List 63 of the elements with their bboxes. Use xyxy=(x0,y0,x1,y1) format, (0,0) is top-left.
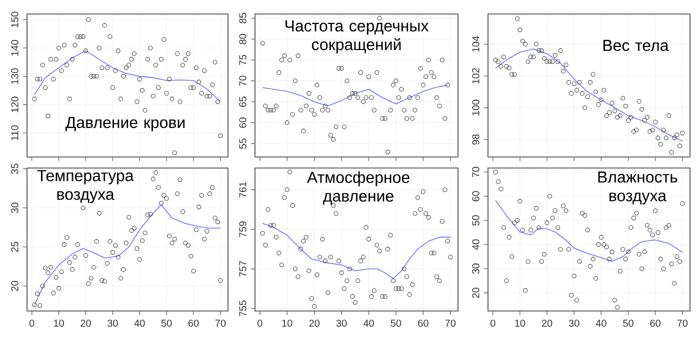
y-tick-label: 75 xyxy=(239,54,246,66)
text: Влажность воздуха xyxy=(598,172,678,205)
y-tick-label: 140 xyxy=(11,40,18,56)
line-series xyxy=(262,84,448,106)
y-tick-label: 98 xyxy=(472,134,480,145)
y-tick-label: 25 xyxy=(11,242,18,252)
x-tick-label: 0 xyxy=(258,320,262,327)
x-tick-label: 10 xyxy=(515,320,526,327)
y-tick-label: 150 xyxy=(11,12,18,28)
line-series xyxy=(34,204,221,306)
x-tick-label: 60 xyxy=(650,320,660,327)
x-tick-label: 40 xyxy=(134,320,145,327)
x-tick-label: 30 xyxy=(108,320,118,327)
y-tick-label: 85 xyxy=(239,13,246,24)
x-tick-label: 50 xyxy=(623,320,634,327)
text: Частота сердечных сокращений xyxy=(286,20,429,54)
x-tick-label: 30 xyxy=(568,320,580,327)
x-tick-label: 0 xyxy=(29,320,34,327)
y-tick-label: 102 xyxy=(472,68,480,84)
text: Температура воздуха xyxy=(37,170,134,204)
y-tick-label: 70 xyxy=(472,166,480,178)
x-tick-label: 30 xyxy=(336,320,347,327)
y-tick-label: 757 xyxy=(239,261,246,277)
text: Давление крови xyxy=(65,116,185,132)
y-tick-label: 80 xyxy=(239,34,246,44)
text: Атмосферное давление xyxy=(306,171,410,205)
x-tick-label: 40 xyxy=(596,320,606,327)
y-tick-label: 65 xyxy=(239,96,246,107)
y-tick-label: 60 xyxy=(472,191,480,202)
y-tick-label: 110 xyxy=(11,125,18,140)
y-tick-label: 100 xyxy=(472,100,480,116)
x-tick-label: 60 xyxy=(188,320,199,327)
y-tick-label: 30 xyxy=(11,202,18,214)
y-tick-label: 55 xyxy=(239,138,246,149)
x-tick-label: 70 xyxy=(215,320,226,327)
y-tick-label: 20 xyxy=(472,288,480,298)
line-series xyxy=(262,222,451,280)
y-tick-label: 120 xyxy=(11,96,18,112)
y-tick-label: 40 xyxy=(472,239,480,250)
x-tick-label: 50 xyxy=(390,320,402,327)
x-tick-label: 70 xyxy=(445,320,456,327)
x-tick-label: 40 xyxy=(363,320,374,327)
x-tick-label: 10 xyxy=(282,320,292,327)
y-tick-label: 104 xyxy=(472,36,480,52)
y-tick-label: 755 xyxy=(239,300,246,316)
y-tick-label: 50 xyxy=(472,215,480,226)
x-tick-label: 20 xyxy=(80,320,91,327)
y-tick-label: 761 xyxy=(239,182,246,198)
y-tick-label: 30 xyxy=(472,264,480,274)
y-tick-label: 759 xyxy=(239,221,246,238)
y-tick-label: 20 xyxy=(11,280,18,292)
y-tick-label: 35 xyxy=(11,164,18,174)
x-tick-label: 60 xyxy=(418,320,428,327)
x-tick-label: 20 xyxy=(309,320,320,327)
y-tick-label: 60 xyxy=(239,118,246,128)
x-tick-label: 20 xyxy=(542,320,552,327)
x-tick-label: 10 xyxy=(54,320,64,327)
x-tick-label: 50 xyxy=(161,320,172,327)
x-tick-label: 70 xyxy=(677,320,688,327)
y-tick-label: 130 xyxy=(11,68,18,84)
text: Вес тела xyxy=(603,40,669,52)
y-tick-label: 70 xyxy=(239,76,246,86)
x-tick-label: 0 xyxy=(490,320,496,327)
